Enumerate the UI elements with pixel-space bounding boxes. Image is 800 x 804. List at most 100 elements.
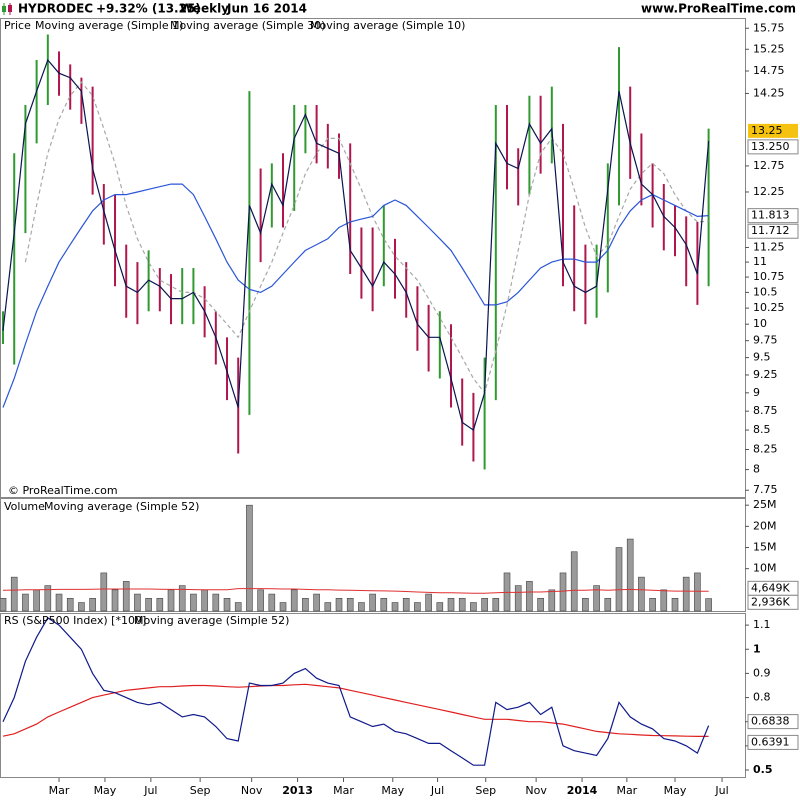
y-tick-label: 0.8 [753, 691, 771, 704]
date: Jun 16 2014 [226, 2, 307, 16]
volume-bar [458, 598, 466, 612]
x-tick-label: May [664, 784, 687, 797]
y-tick-label: 1 [753, 642, 761, 655]
y-tick-label: 7.75 [753, 483, 778, 496]
y-tick-label: 1.1 [753, 618, 771, 631]
volume-bar [335, 598, 343, 612]
volume-bar [559, 572, 567, 612]
volume-bar [0, 598, 7, 612]
y-tick-label: 11.25 [753, 240, 785, 253]
rs-value-box [747, 714, 799, 730]
y-tick-label: 14.25 [753, 86, 785, 99]
volume-bar [156, 598, 164, 612]
legend-price: Price [4, 19, 31, 32]
volume-bar [705, 598, 712, 612]
volume-bar [66, 598, 74, 612]
volume-bar [246, 504, 253, 612]
legend-entry: Moving average (Simple 52) [134, 614, 289, 627]
volume-bar [358, 602, 365, 612]
x-tick-label: Jul [143, 784, 157, 797]
volume-bar [671, 598, 679, 612]
rs-panel [0, 613, 746, 778]
volume-bar [134, 593, 141, 612]
y-tick-label: 11 [753, 255, 767, 268]
volume-bar [190, 593, 197, 612]
ma1-value: 13.250 [751, 140, 790, 153]
y-tick-label: 8 [753, 463, 760, 476]
y-tick-label: 8.25 [753, 443, 778, 456]
volume-bar [694, 572, 701, 612]
series-line [2, 183, 709, 408]
volume-bar [447, 598, 455, 612]
volume-bar [346, 598, 354, 612]
legend-entry: Moving average (Simple 30) [170, 19, 325, 32]
y-tick-label: 10 [753, 317, 767, 330]
volume-ma-value: 4,649K [751, 581, 790, 594]
ma30-value-box [747, 208, 799, 224]
candle-icon [2, 3, 12, 15]
volume-bar [604, 598, 612, 612]
ma10-value: 11.712 [751, 224, 790, 237]
volume-bar [145, 598, 152, 612]
volume-bar [100, 572, 108, 612]
y-tick-label: 10M [753, 562, 777, 575]
volume-bar [122, 581, 130, 612]
y-tick-label: 9.75 [753, 334, 778, 347]
x-tick-label: May [94, 784, 117, 797]
series-line [2, 683, 709, 737]
legend-entry: Moving average (Simple 10) [310, 19, 465, 32]
legend-entry: Volume [4, 500, 45, 513]
y-tick-label: 15.25 [753, 42, 785, 55]
volume-bar [290, 589, 298, 612]
volume-bar [481, 598, 488, 612]
series-line [2, 588, 709, 594]
price-panel [0, 18, 746, 498]
last-price-box [748, 123, 798, 138]
y-tick-label: 25M [753, 498, 777, 511]
volume-panel [0, 498, 746, 612]
y-tick-label: 9.25 [753, 368, 778, 381]
x-tick-label: Nov [241, 784, 263, 797]
volume-value-box [747, 594, 799, 610]
x-tick-label: Mar [333, 784, 354, 797]
legend-entry: Moving average (Simple 52) [44, 500, 199, 513]
source: www.ProRealTime.com [641, 2, 796, 16]
series-line [2, 58, 710, 432]
volume-bar [682, 576, 690, 612]
volume-bar [279, 602, 287, 612]
volume-bar [89, 598, 96, 612]
volume-bar [638, 576, 645, 612]
y-tick-label: 10.5 [753, 285, 778, 298]
y-tick-label: 12.75 [753, 159, 785, 172]
legend-entry: RS (S&P500 Index) [*100] [4, 614, 146, 627]
y-tick-label: 9.5 [753, 351, 771, 364]
volume-bar [324, 602, 332, 612]
volume-bar [615, 547, 623, 612]
volume-value: 2,936K [751, 595, 790, 608]
ticker: HYDRODEC [18, 2, 93, 16]
change: +9.32% (13.25) [96, 2, 201, 16]
volume-bar [436, 602, 444, 612]
y-tick-label: 0.5 [753, 763, 773, 776]
volume-bar [10, 576, 18, 612]
volume-bar [234, 602, 242, 612]
y-tick-label: 12.25 [753, 185, 785, 198]
volume-bar [660, 589, 668, 612]
y-tick-label: 0.9 [753, 666, 771, 679]
volume-bar [22, 593, 29, 612]
copyright: © ProRealTime.com [8, 484, 118, 497]
volume-bar [33, 589, 40, 612]
volume-bar [223, 598, 231, 612]
volume-bar [514, 585, 522, 612]
volume-bar [626, 538, 634, 612]
series-line [2, 617, 710, 766]
x-tick-label: 2013 [282, 784, 313, 797]
volume-bar [313, 593, 320, 612]
x-tick-label: Sep [475, 784, 496, 797]
volume-bar [178, 585, 186, 612]
volume-bar [78, 602, 85, 612]
ma30-value: 11.813 [751, 209, 790, 222]
ma1-value-box [747, 139, 799, 155]
